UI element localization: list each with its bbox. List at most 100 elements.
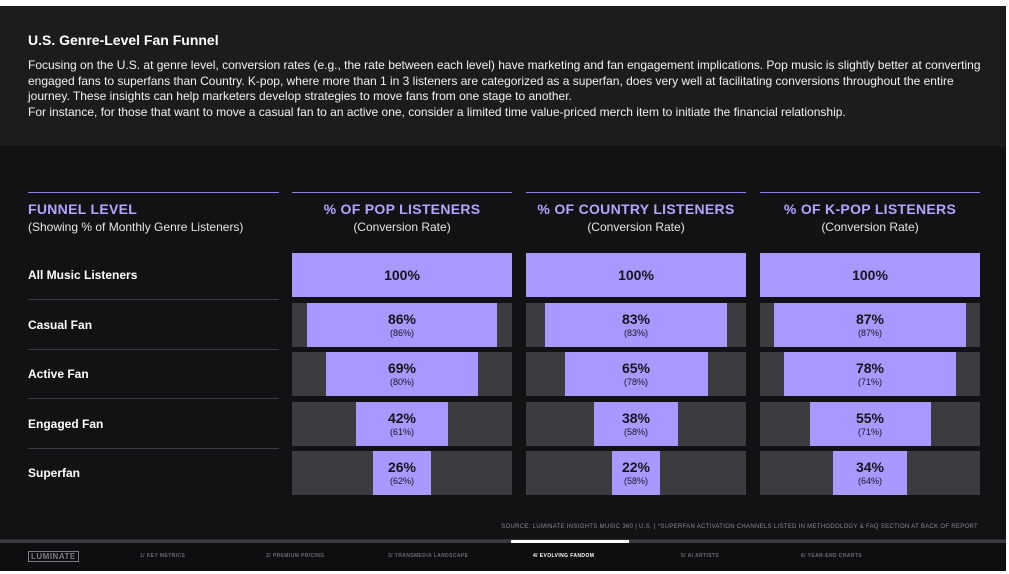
conversion-rate: (78%): [623, 377, 648, 387]
funnel-bar: [292, 253, 512, 297]
funnel-bar: [760, 253, 980, 297]
nav-item[interactable]: 3/ TRANSMEDIA LANDSCAPE: [388, 553, 469, 559]
page-title: U.S. Genre-Level Fan Funnel: [28, 32, 219, 48]
bar-label: 78% (71%): [760, 352, 980, 396]
series-title: % OF K-POP LISTENERS: [783, 201, 957, 217]
bar-label: 100%: [760, 253, 980, 297]
bar-label: 34% (64%): [760, 451, 980, 495]
intro-paragraph-2: For instance, for those that want to mov…: [28, 104, 846, 119]
footer-progress-track: [0, 540, 1006, 543]
funnel-cell: 87% (87%): [760, 302, 980, 347]
funnel-cell: 55% (71%): [760, 401, 980, 446]
funnel-bar: [307, 302, 497, 347]
nav-item[interactable]: 5/ AI ARTISTS: [681, 553, 720, 559]
percent-value: 38%: [621, 409, 651, 426]
source-note: SOURCE: LUMINATE INSIGHTS MUSIC 360 | U.…: [501, 524, 978, 530]
funnel-cell: 69% (80%): [292, 352, 512, 396]
row-divider: [28, 299, 279, 300]
row-divider: [28, 398, 279, 399]
nav-item[interactable]: 2/ PREMIUM PRICING: [266, 553, 325, 559]
funnel-cell: 86% (86%): [292, 302, 512, 347]
funnel-cell: 100%: [526, 253, 746, 297]
nav-item[interactable]: 6/ YEAR-END CHARTS: [801, 553, 863, 559]
bar-label: 69% (80%): [292, 352, 512, 396]
bar-label: 87% (87%): [760, 303, 980, 347]
funnel-bar: [784, 352, 956, 396]
funnel-bar: [526, 253, 746, 297]
conversion-rate: (87%): [857, 327, 882, 338]
percent-value: 55%: [855, 409, 885, 426]
active-section-indicator: [511, 540, 629, 543]
percent-value: 34%: [855, 459, 885, 475]
header-divider: [760, 192, 980, 193]
funnel-bar: [544, 302, 728, 347]
funnel-bar: [611, 451, 661, 495]
conversion-rate: (86%): [389, 327, 414, 338]
header-divider: [526, 192, 746, 193]
luminate-logo: LUMINATE: [28, 551, 79, 562]
percent-value: 87%: [855, 310, 885, 327]
conversion-rate: (71%): [857, 426, 882, 437]
funnel-level-label: Active Fan: [28, 367, 89, 381]
intro-text: Focusing on the U.S. at genre level, con…: [28, 58, 988, 120]
bar-label: 22% (58%): [526, 451, 746, 495]
funnel-cell: 42% (61%): [292, 401, 512, 446]
conversion-rate: (61%): [389, 426, 414, 437]
country-column-header: % OF COUNTRY LISTENERS (Conversion Rate): [526, 201, 746, 234]
bar-label: 42% (61%): [292, 402, 512, 446]
funnel-level-subtitle: (Showing % of Monthly Genre Listeners): [28, 220, 244, 234]
bar-label: 26% (62%): [292, 451, 512, 495]
kpop-column-header: % OF K-POP LISTENERS (Conversion Rate): [760, 201, 980, 234]
bar-label: 86% (86%): [292, 303, 512, 347]
percent-value: 69%: [387, 360, 417, 376]
percent-value: 86%: [387, 310, 417, 327]
funnel-bar: [832, 451, 908, 495]
funnel-level-header: FUNNEL LEVEL (Showing % of Monthly Genre…: [28, 201, 243, 234]
series-subtitle: (Conversion Rate): [587, 220, 685, 234]
series-title: % OF COUNTRY LISTENERS: [537, 201, 735, 217]
series-subtitle: (Conversion Rate): [353, 220, 451, 234]
funnel-cell: 100%: [760, 253, 980, 297]
percent-value: 42%: [387, 409, 417, 426]
header-divider: [28, 192, 279, 193]
bar-label: 100%: [526, 253, 746, 297]
nav-item[interactable]: 1/ KEY METRICS: [140, 553, 186, 559]
percent-value: 100%: [384, 267, 420, 283]
funnel-bar: [809, 401, 931, 446]
intro-panel: U.S. Genre-Level Fan Funnel Focusing on …: [0, 6, 1006, 146]
funnel-bar: [594, 401, 678, 446]
percent-value: 100%: [618, 267, 654, 283]
conversion-rate: (58%): [623, 426, 648, 437]
funnel-cell: 26% (62%): [292, 451, 512, 495]
series-title: % OF POP LISTENERS: [323, 201, 481, 217]
conversion-rate: (62%): [389, 476, 414, 486]
funnel-cell: 83% (83%): [526, 302, 746, 347]
funnel-cell: 34% (64%): [760, 451, 980, 495]
funnel-level-label: All Music Listeners: [28, 268, 138, 282]
pop-column-header: % OF POP LISTENERS (Conversion Rate): [292, 201, 512, 234]
funnel-bar: [564, 352, 708, 396]
conversion-rate: (83%): [623, 327, 648, 338]
conversion-rate: (71%): [857, 377, 882, 387]
bar-label: 38% (58%): [526, 402, 746, 446]
percent-value: 78%: [855, 360, 885, 376]
footer-nav: LUMINATE 1/ KEY METRICS 2/ PREMIUM PRICIN…: [0, 539, 1006, 571]
funnel-bar: [373, 451, 431, 495]
bar-label: 83% (83%): [526, 303, 746, 347]
nav-item[interactable]: 4/ EVOLVING FANDOM: [533, 553, 595, 559]
percent-value: 26%: [387, 459, 417, 475]
funnel-bar: [774, 302, 966, 347]
bar-label: 100%: [292, 253, 512, 297]
bar-label: 55% (71%): [760, 402, 980, 446]
series-subtitle: (Conversion Rate): [821, 220, 919, 234]
funnel-cell: 78% (71%): [760, 352, 980, 396]
header-divider: [292, 192, 512, 193]
intro-paragraph: Focusing on the U.S. at genre level, con…: [28, 58, 981, 103]
funnel-level-label: Engaged Fan: [28, 416, 104, 431]
row-divider: [28, 447, 279, 449]
funnel-cell: 38% (58%): [526, 401, 746, 446]
percent-value: 100%: [852, 267, 888, 283]
funnel-cell: 22% (58%): [526, 451, 746, 495]
percent-value: 83%: [621, 310, 651, 327]
funnel-level-title: FUNNEL LEVEL: [28, 201, 138, 217]
